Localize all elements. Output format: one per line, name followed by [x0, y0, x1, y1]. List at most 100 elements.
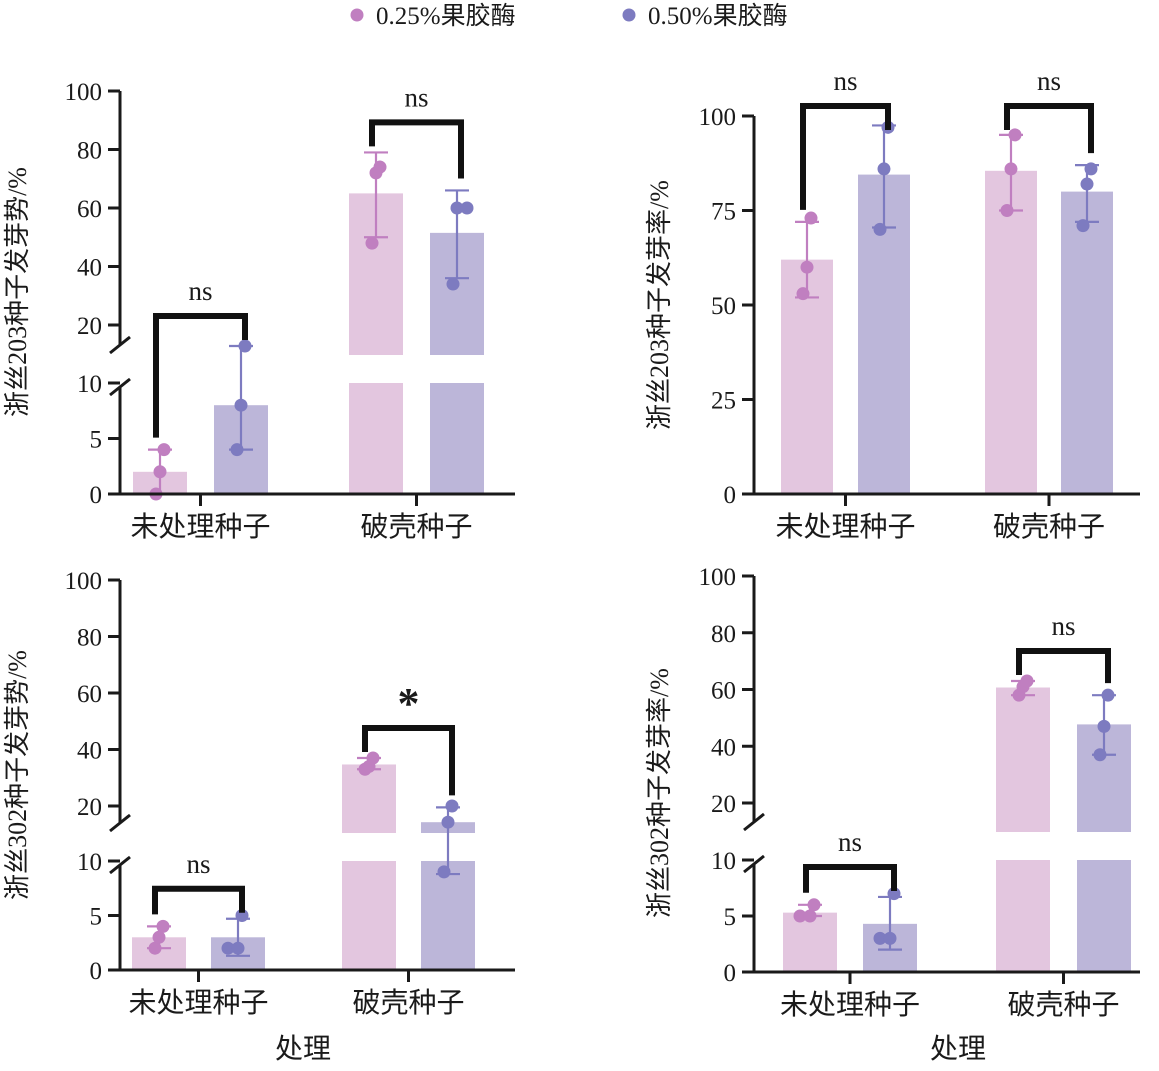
data-point	[1084, 162, 1098, 176]
y-tick-label: 60	[711, 678, 736, 705]
y-tick-label: 10	[77, 371, 102, 398]
y-tick-label: 0	[724, 482, 737, 509]
data-point	[366, 751, 380, 765]
significance-bracket	[1004, 103, 1094, 154]
y-tick-label: 0	[90, 482, 103, 509]
data-point	[873, 222, 887, 236]
bar	[1061, 191, 1113, 494]
data-point	[153, 465, 167, 479]
data-point	[230, 443, 244, 457]
axis-break-mark	[109, 855, 131, 875]
data-point	[1020, 674, 1034, 688]
y-tick-label: 80	[711, 621, 736, 648]
axis-break-mark	[109, 813, 131, 833]
bar-lower	[1077, 860, 1131, 972]
axis-break-mark	[109, 377, 131, 397]
data-point	[373, 160, 387, 174]
y-tick-label: 0	[90, 958, 103, 985]
data-point	[804, 211, 818, 225]
significance-label: ns	[188, 276, 212, 306]
data-point	[793, 909, 807, 923]
x-tick-label: 破壳种子	[993, 511, 1105, 543]
y-tick-label: 100	[65, 568, 103, 595]
y-tick-label: 20	[77, 794, 102, 821]
chart-panel-4: 0 5 10 20 40 60 80 100 未处理种子 破壳种子 浙丝302种子发芽率/% 处理 ns…	[645, 564, 1140, 1065]
data-point	[152, 930, 166, 944]
y-axis-label: 浙丝302种子发芽势/%	[3, 650, 32, 900]
x-axis-label: 处理	[930, 1033, 986, 1065]
data-point	[1093, 748, 1107, 762]
chart-panel-1: 0 5 10 20 40 60 80 100 未处理种子 破壳种子 浙丝203种子发芽势/% ns ns	[3, 79, 515, 543]
y-tick-label: 100	[699, 564, 737, 591]
significance-bracket	[153, 313, 248, 438]
bar-upper	[342, 764, 396, 833]
significance-bracket	[1016, 647, 1111, 684]
x-tick-label: 未处理种子	[775, 511, 915, 543]
bar	[783, 912, 837, 972]
data-point	[803, 909, 817, 923]
y-tick-label: 20	[77, 313, 102, 340]
y-tick-label: 25	[711, 388, 736, 415]
bar	[985, 170, 1037, 494]
data-point	[796, 287, 810, 301]
data-point	[873, 931, 887, 945]
bar-lower	[430, 383, 484, 494]
x-tick-label: 未处理种子	[128, 987, 268, 1019]
legend-marker-1	[350, 8, 364, 22]
significance-bracket	[152, 885, 245, 915]
y-tick-label: 75	[711, 199, 736, 226]
significance-label: ns	[1051, 611, 1075, 641]
significance-label: ns	[1037, 66, 1061, 96]
bar-lower	[421, 861, 475, 970]
legend-item-1: 0.25%果胶酶	[350, 2, 516, 30]
data-point	[450, 201, 464, 215]
x-axis-label: 处理	[275, 1033, 331, 1065]
data-point	[877, 162, 891, 176]
y-tick-label: 10	[77, 849, 102, 876]
data-point	[441, 815, 455, 829]
data-point	[1097, 719, 1111, 733]
y-axis-label: 浙丝302种子发芽率/%	[645, 668, 674, 918]
data-point	[156, 919, 170, 933]
y-tick-label: 60	[77, 196, 102, 223]
data-point	[883, 931, 897, 945]
data-point	[157, 443, 171, 457]
axis-break-mark	[743, 854, 765, 874]
significance-label: ns	[838, 827, 862, 857]
x-tick-label: 未处理种子	[780, 989, 920, 1021]
y-tick-label: 100	[65, 79, 103, 106]
bar-lower	[342, 861, 396, 970]
data-point	[1004, 162, 1018, 176]
data-point	[887, 887, 901, 901]
chart-panel-2: 0 25 50 75 100 未处理种子 破壳种子 浙丝203种子发芽率/% ns ns	[645, 66, 1140, 543]
y-tick-label: 60	[77, 681, 102, 708]
legend-label-2: 0.50%果胶酶	[648, 2, 788, 30]
data-point	[445, 799, 459, 813]
data-point	[234, 398, 248, 412]
data-point	[1000, 204, 1014, 217]
significance-label: ns	[186, 849, 210, 879]
significance-label: ns	[833, 66, 857, 96]
y-axis-label: 浙丝203种子发芽势/%	[3, 167, 32, 417]
significance-label: ns	[404, 82, 428, 112]
x-tick-label: 未处理种子	[130, 511, 270, 543]
data-point	[807, 898, 821, 912]
data-point	[446, 277, 460, 291]
significance-bracket	[803, 863, 897, 893]
significance-bracket	[369, 119, 464, 179]
y-tick-label: 40	[77, 255, 102, 282]
data-point	[1101, 688, 1115, 702]
y-tick-label: 50	[711, 293, 736, 320]
data-point	[365, 236, 379, 250]
significance-bracket	[800, 103, 891, 210]
legend-label-1: 0.25%果胶酶	[376, 2, 516, 30]
x-tick-label: 破壳种子	[360, 511, 472, 543]
y-tick-label: 20	[711, 791, 736, 818]
data-point	[437, 865, 451, 879]
data-point	[235, 909, 249, 922]
y-tick-label: 5	[90, 427, 103, 454]
bar-lower	[996, 860, 1050, 972]
data-point	[460, 201, 474, 215]
y-tick-label: 40	[77, 738, 102, 765]
